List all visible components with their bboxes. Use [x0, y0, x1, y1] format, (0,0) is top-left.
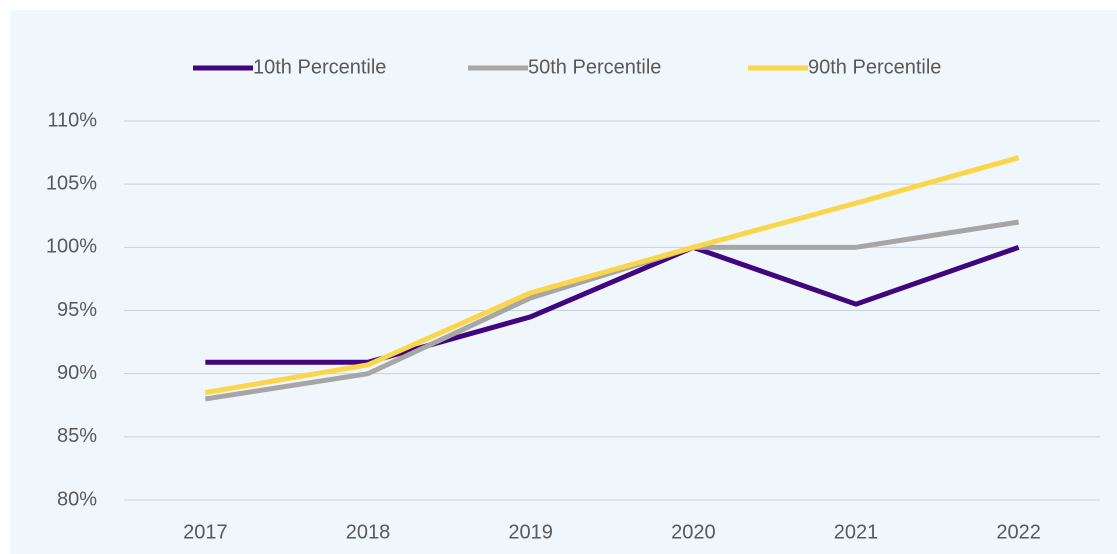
legend-label: 50th Percentile: [528, 56, 661, 78]
y-tick-label: 105%: [46, 172, 97, 194]
series-line: [205, 244, 1020, 365]
series-line: [204, 155, 1020, 396]
x-tick-label: 2018: [346, 521, 391, 543]
y-tick-label: 80%: [57, 488, 97, 510]
x-tick-label: 2022: [996, 521, 1041, 543]
y-tick-label: 95%: [57, 299, 97, 321]
x-tick-label: 2019: [508, 521, 553, 543]
x-tick-label: 2017: [183, 521, 228, 543]
legend-label: 90th Percentile: [808, 56, 941, 78]
y-tick-label: 100%: [46, 236, 97, 258]
y-tick-label: 110%: [47, 109, 97, 131]
x-tick-label: 2020: [671, 521, 716, 543]
y-tick-label: 90%: [57, 362, 97, 384]
y-tick-label: 85%: [57, 425, 97, 447]
legend-label: 10th Percentile: [253, 56, 386, 78]
x-tick-label: 2021: [834, 521, 879, 543]
